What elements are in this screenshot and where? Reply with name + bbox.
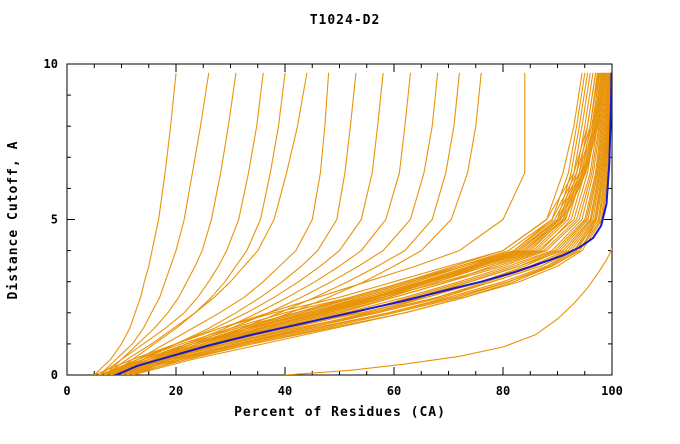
x-tick-label: 60 xyxy=(387,384,401,398)
model-curve xyxy=(104,72,589,375)
highlight-curve xyxy=(115,72,612,375)
model-curve xyxy=(120,72,601,375)
model-curve xyxy=(93,72,177,375)
model-curve xyxy=(126,72,604,375)
model-curve xyxy=(93,72,583,375)
model-curve xyxy=(131,72,607,375)
model-curve xyxy=(99,72,609,375)
model-curve xyxy=(131,72,612,375)
x-tick-label: 100 xyxy=(601,384,623,398)
model-curve xyxy=(99,72,264,375)
model-curve xyxy=(104,72,612,375)
model-curve xyxy=(284,248,612,375)
model-curve xyxy=(110,72,610,375)
model-curve xyxy=(120,72,607,375)
model-curve xyxy=(104,72,526,375)
model-curve xyxy=(104,72,604,375)
chart-title: T1024-D2 xyxy=(310,13,381,28)
model-curve xyxy=(126,72,608,375)
x-tick-label: 0 xyxy=(63,384,70,398)
model-curve xyxy=(104,72,308,375)
y-axis-label: Distance Cutoff, A xyxy=(6,141,21,300)
x-tick-label: 20 xyxy=(169,384,183,398)
model-curve xyxy=(99,72,210,375)
plot-layer: 0 20 40 60 80 100 0 5 10 xyxy=(44,57,623,398)
model-curve xyxy=(115,72,599,375)
y-tick-label: 5 xyxy=(51,213,58,227)
model-curve xyxy=(115,72,594,375)
model-curve xyxy=(126,72,603,375)
model-curve xyxy=(110,72,612,375)
model-curve xyxy=(104,72,237,375)
model-curve xyxy=(131,72,609,375)
model-curve xyxy=(126,72,598,375)
model-curve xyxy=(99,72,586,375)
model-curve xyxy=(104,72,610,375)
x-tick-label: 40 xyxy=(278,384,292,398)
x-tick-label: 80 xyxy=(496,384,510,398)
model-curve xyxy=(120,72,602,375)
model-curve xyxy=(131,72,605,375)
model-curve xyxy=(110,72,330,375)
model-curve xyxy=(110,72,597,375)
model-curve xyxy=(110,72,286,375)
model-curve xyxy=(131,72,600,375)
y-tick-label: 0 xyxy=(51,368,58,382)
y-tick-label: 10 xyxy=(44,57,58,71)
model-curve xyxy=(120,72,611,375)
model-curve xyxy=(110,72,605,375)
x-axis-label: Percent of Residues (CA) xyxy=(234,405,446,420)
model-curve xyxy=(126,72,612,375)
plot-frame xyxy=(66,63,613,376)
